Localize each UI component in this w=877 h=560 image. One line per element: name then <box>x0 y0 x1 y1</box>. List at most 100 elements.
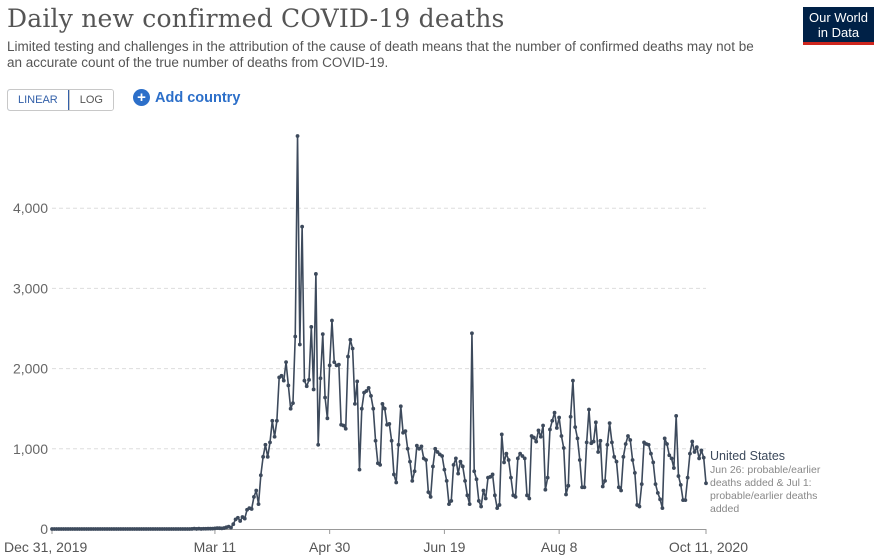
data-point <box>509 475 513 480</box>
data-point <box>527 496 532 501</box>
data-point <box>300 224 305 229</box>
y-axis: 0 1,000 2,000 3,000 4,000 <box>13 200 48 537</box>
data-point <box>554 426 559 430</box>
data-point <box>497 503 502 507</box>
data-point <box>502 460 506 465</box>
y-tick-label: 2,000 <box>13 361 48 377</box>
data-point <box>616 485 621 490</box>
data-point <box>451 462 456 467</box>
gridlines <box>52 207 706 530</box>
data-point <box>309 325 314 329</box>
data-point <box>515 456 520 461</box>
data-point <box>444 478 449 483</box>
data-point <box>378 462 383 467</box>
data-point <box>669 456 674 461</box>
chart-title: Daily new confirmed COVID-19 deaths <box>7 4 505 33</box>
data-point <box>387 422 392 426</box>
data-point <box>359 406 364 411</box>
y-tick-label: 1,000 <box>13 441 48 457</box>
data-point <box>408 459 412 464</box>
data-point <box>313 272 318 276</box>
data-point <box>320 332 325 337</box>
data-point <box>649 451 653 456</box>
data-point <box>522 456 527 461</box>
data-point <box>281 378 286 383</box>
data-point <box>637 504 642 509</box>
data-point <box>295 134 300 138</box>
data-point <box>628 438 633 442</box>
data-point <box>550 418 555 423</box>
data-point <box>561 446 566 450</box>
data-point <box>463 478 467 483</box>
data-point <box>343 426 348 431</box>
data-point <box>392 472 396 477</box>
data-point <box>694 445 699 450</box>
data-point <box>373 438 378 443</box>
chart-subtitle: Limited testing and challenges in the at… <box>7 39 754 70</box>
data-point <box>428 495 433 499</box>
data-point <box>474 477 479 482</box>
owid-logo[interactable]: Our World in Data <box>803 7 874 45</box>
data-point <box>327 363 332 368</box>
data-point <box>584 440 589 445</box>
data-point <box>655 491 660 495</box>
data-point <box>330 318 334 323</box>
data-point <box>412 469 417 474</box>
data-point <box>435 450 440 454</box>
log-scale-button[interactable]: LOG <box>68 90 113 110</box>
data-point <box>357 467 362 472</box>
data-point <box>653 482 658 486</box>
series-annotation: Jun 26: probable/earlier deaths added & J… <box>710 464 821 515</box>
data-point <box>566 483 571 488</box>
data-point <box>396 442 401 447</box>
data-point <box>552 410 557 415</box>
data-point <box>256 502 261 507</box>
data-point <box>316 442 321 447</box>
data-point <box>472 469 477 474</box>
logo-line-2: in Data <box>817 25 860 40</box>
data-point <box>286 383 291 388</box>
data-point <box>231 522 236 527</box>
data-point <box>265 454 270 459</box>
data-point <box>419 444 424 449</box>
data-point <box>346 354 350 359</box>
add-country-button[interactable]: + Add country <box>133 89 240 106</box>
data-point <box>364 389 369 393</box>
data-point <box>341 423 346 428</box>
data-point <box>676 474 681 478</box>
data-point <box>318 376 323 381</box>
data-point <box>591 439 596 444</box>
data-point <box>573 425 578 430</box>
data-point <box>242 516 247 521</box>
data-point <box>288 406 293 411</box>
data-point <box>369 393 373 398</box>
data-point <box>424 458 428 462</box>
series-line-united-states[interactable] <box>52 135 707 530</box>
data-point <box>382 406 387 411</box>
data-point <box>263 442 268 447</box>
data-point <box>513 495 518 499</box>
data-point <box>678 482 683 487</box>
data-point <box>525 493 529 498</box>
data-point <box>603 478 607 483</box>
data-point <box>414 443 419 448</box>
data-point <box>460 464 465 469</box>
data-point <box>304 384 309 389</box>
data-point <box>284 360 288 365</box>
data-point <box>660 506 665 511</box>
data-point <box>410 478 415 483</box>
data-point <box>607 421 612 426</box>
data-point <box>587 407 591 412</box>
linear-scale-button[interactable]: LINEAR <box>7 90 69 110</box>
data-point <box>261 454 266 459</box>
data-point <box>499 432 504 437</box>
data-point <box>325 416 330 421</box>
data-point <box>398 404 403 409</box>
y-tick-label: 3,000 <box>13 280 48 296</box>
data-point <box>598 438 603 443</box>
data-point <box>465 493 470 498</box>
data-point <box>353 401 357 406</box>
data-point <box>557 415 562 420</box>
